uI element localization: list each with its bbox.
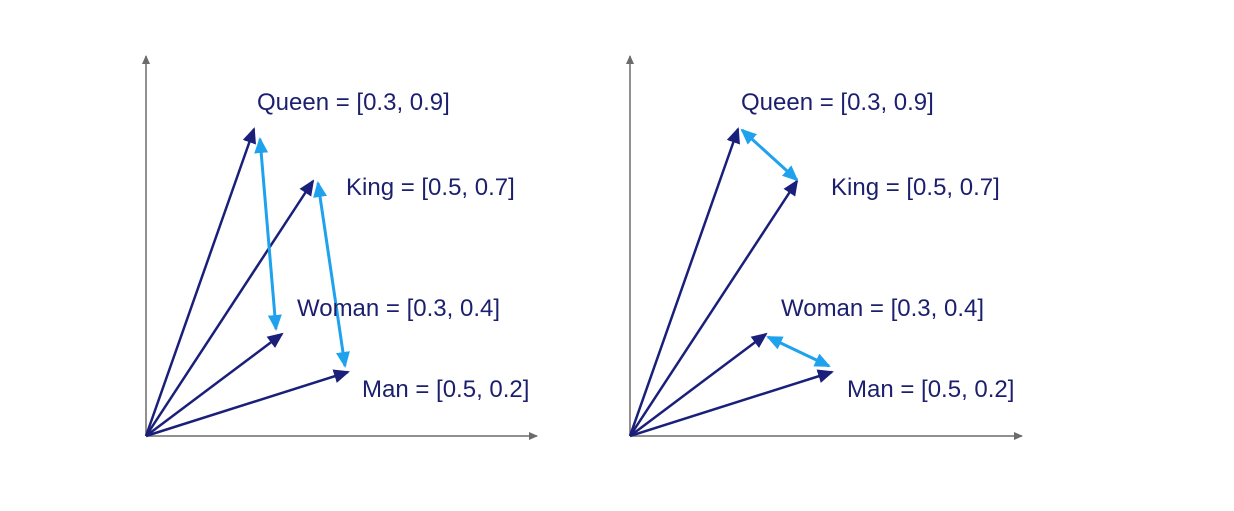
right-queen-king-difference-arrow xyxy=(740,128,799,182)
right-king-label: King = [0.5, 0.7] xyxy=(831,174,1000,201)
left-king-label: King = [0.5, 0.7] xyxy=(346,174,515,201)
right-man-label: Man = [0.5, 0.2] xyxy=(847,376,1014,403)
left-king-man-difference-arrow xyxy=(313,181,350,368)
left-panel: Queen = [0.3, 0.9] King = [0.5, 0.7] Wom… xyxy=(142,55,538,440)
right-queen-vector xyxy=(628,127,740,437)
right-woman-label: Woman = [0.3, 0.4] xyxy=(781,295,984,322)
left-woman-label: Woman = [0.3, 0.4] xyxy=(297,295,500,322)
right-queen-label: Queen = [0.3, 0.9] xyxy=(741,89,934,116)
left-queen-woman-difference-arrow xyxy=(254,137,282,331)
right-king-vector xyxy=(628,179,799,437)
right-panel: Queen = [0.3, 0.9] King = [0.5, 0.7] Wom… xyxy=(626,55,1023,440)
right-woman-vector xyxy=(629,332,768,437)
right-woman-man-difference-arrow xyxy=(766,335,831,368)
left-man-vector xyxy=(145,369,350,438)
left-woman-vector xyxy=(145,332,284,437)
left-man-label: Man = [0.5, 0.2] xyxy=(362,376,529,403)
left-queen-vector xyxy=(144,127,256,437)
left-queen-label: Queen = [0.3, 0.9] xyxy=(257,89,450,116)
left-king-vector xyxy=(144,179,315,437)
right-man-vector xyxy=(629,369,834,438)
